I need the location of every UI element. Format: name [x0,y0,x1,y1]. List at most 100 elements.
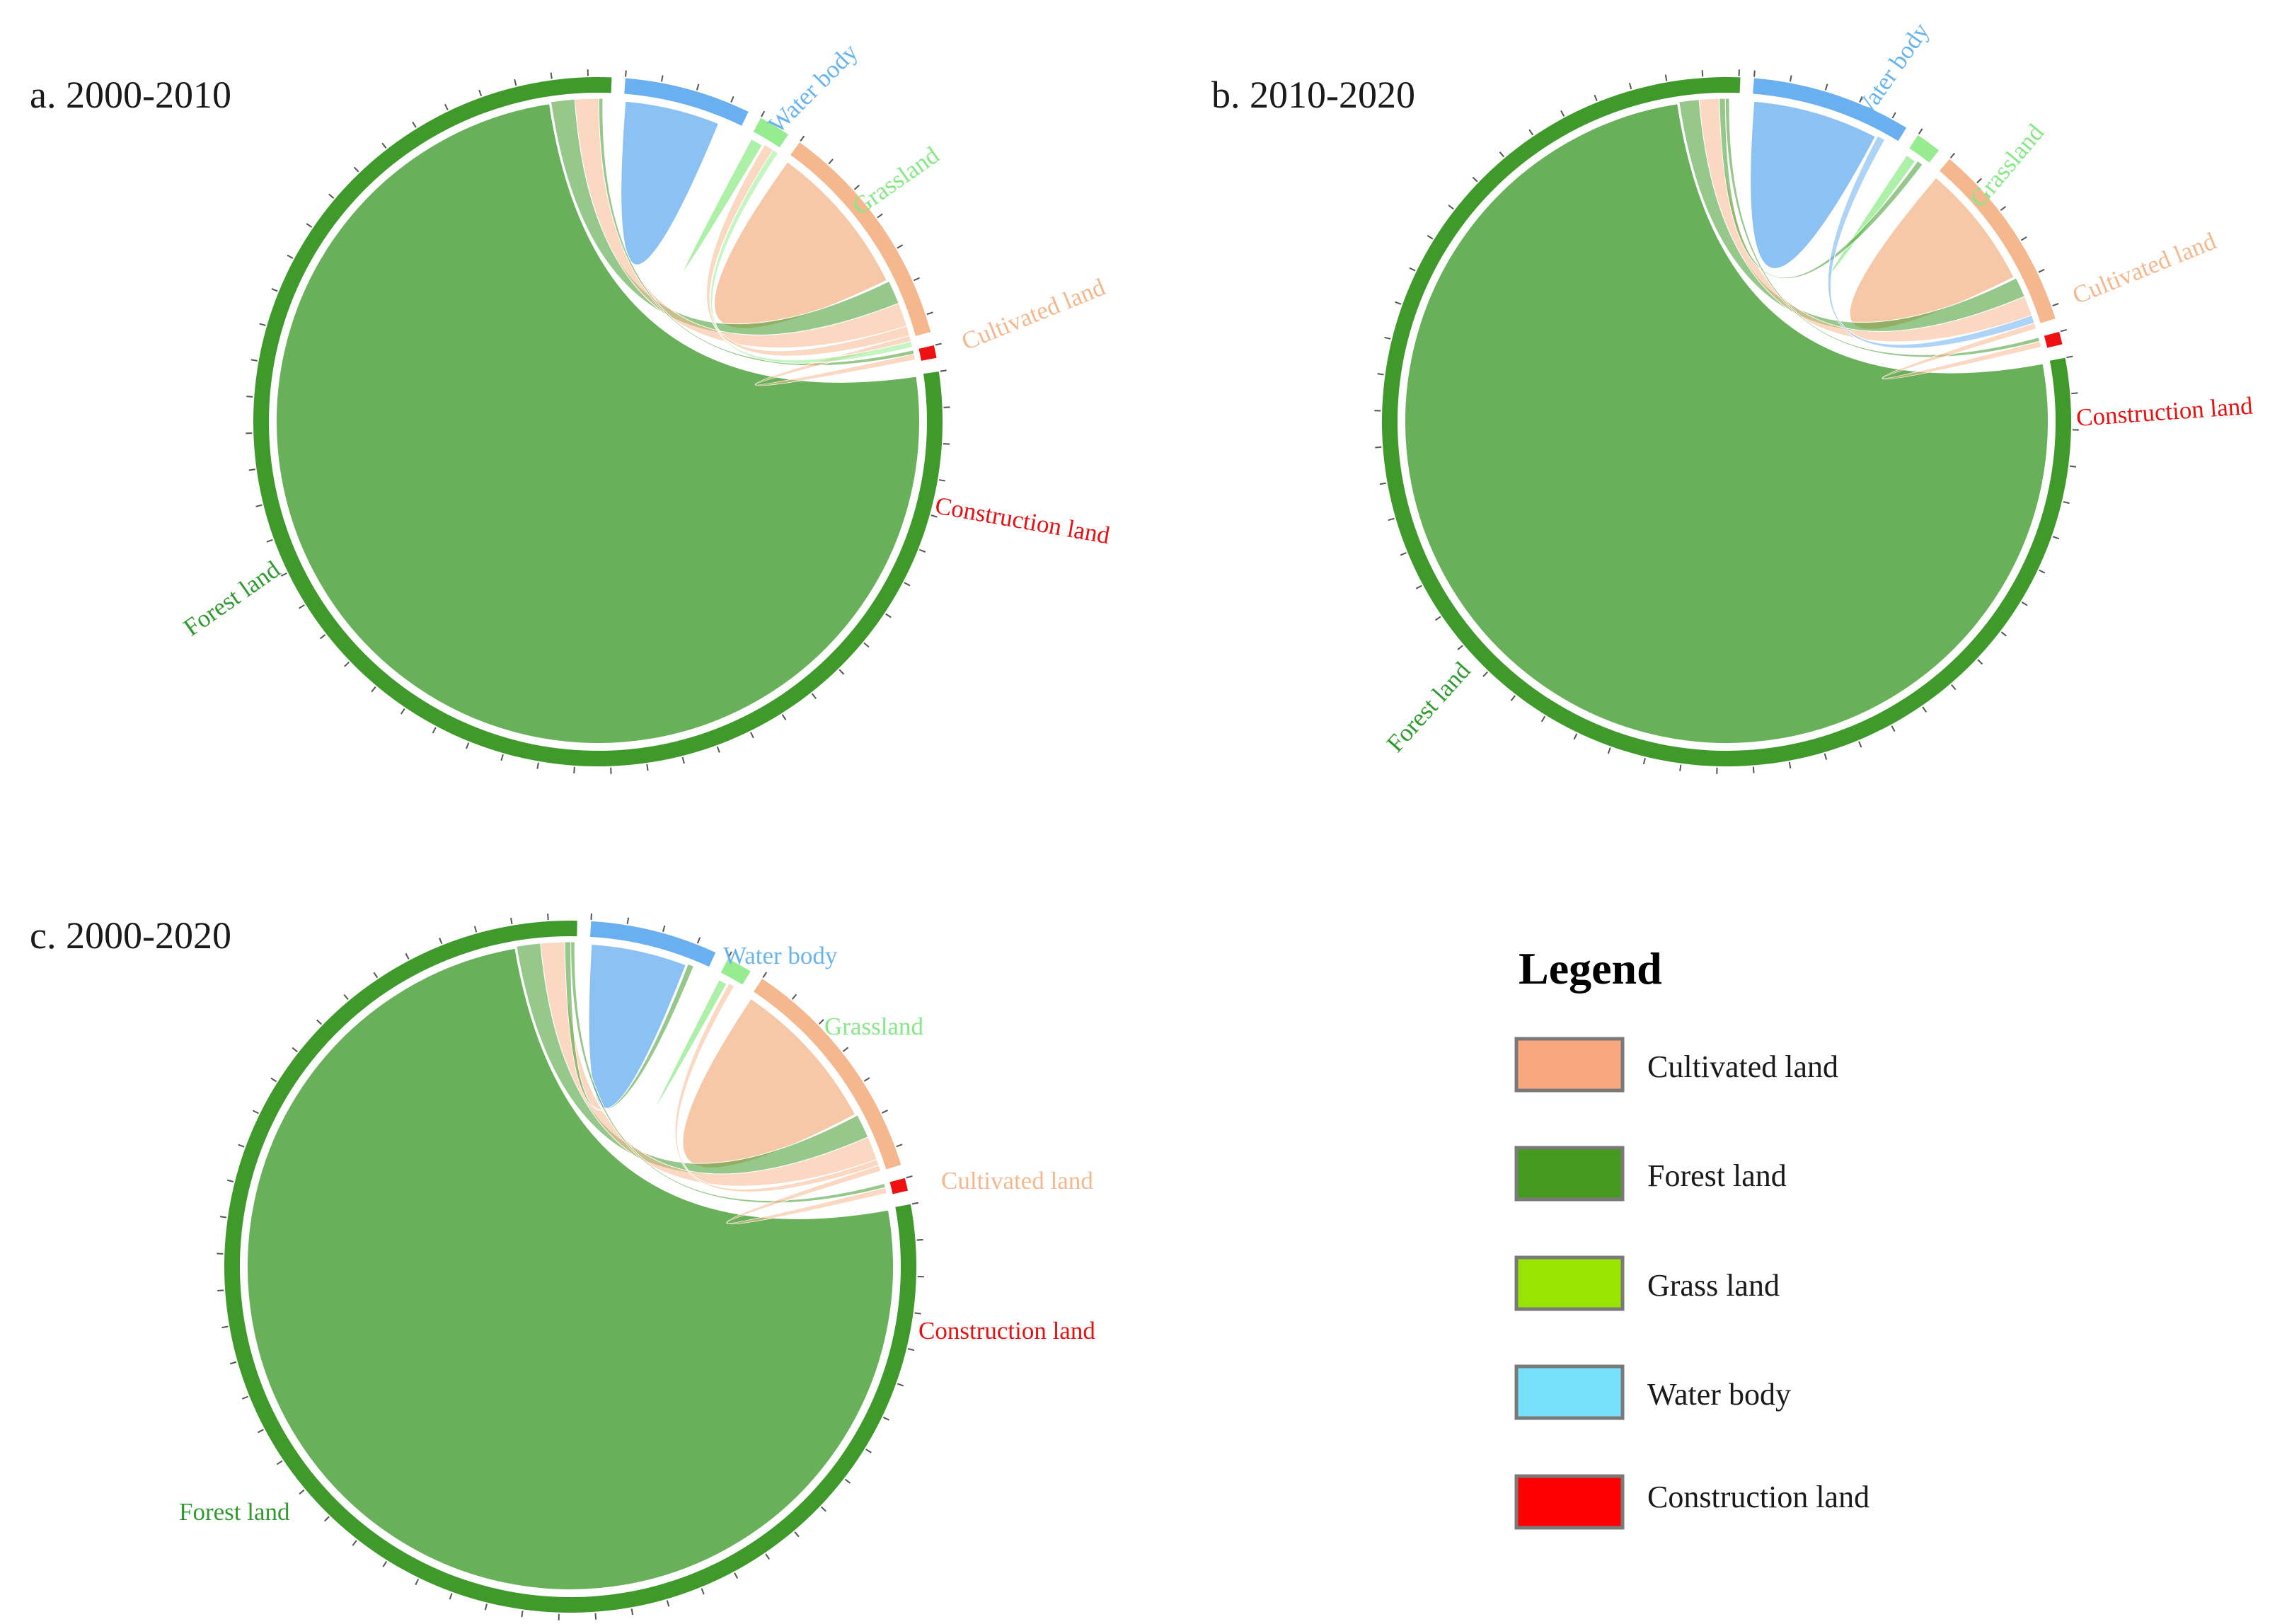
ring-segment-grassland [1909,135,1940,163]
segment-label-cultivated-land: Cultivated land [2068,227,2220,310]
ring-tick [811,693,817,699]
chord-ribbon-cultivated-land-to-construction-land [726,1165,887,1225]
ring-tick [1789,75,1792,82]
ring-tick [734,1572,739,1579]
ring-tick [2066,355,2073,359]
ring-tick [1628,82,1632,90]
ring-tick [292,1047,298,1053]
ring-tick [255,504,263,507]
ring-tick [1918,128,1923,134]
ring-tick [1922,706,1928,713]
segment-label-construction-land: Construction land [918,1317,1095,1344]
legend-swatch-grass [1514,1255,1625,1311]
ring-tick [765,1553,771,1560]
segment-label-water-body: Water body [1847,18,1935,127]
ring-tick [400,708,405,715]
ring-tick [1472,176,1478,183]
ring-tick [1594,94,1598,101]
ring-tick [931,514,938,518]
ring-segment-water-body [1753,78,1907,142]
ring-segment-cultivated-land [1939,159,2056,323]
ring-tick [727,951,732,958]
ring-tick [352,1540,357,1546]
ring-tick [662,925,666,933]
ring-tick [1400,552,1407,556]
ring-tick [353,166,359,173]
panel-b-title: b. 2010-2020 [1211,74,1415,116]
segment-label-water-body: Water body [723,942,838,969]
ring-tick [1457,645,1463,650]
ring-tick [1752,766,1755,773]
ring-tick [1415,584,1422,589]
ring-tick [863,642,870,648]
ring-tick [2052,536,2060,540]
ring-tick [500,754,504,761]
legend-swatch-water [1514,1364,1625,1420]
ring-tick [1409,267,1416,272]
ring-tick [911,1202,918,1205]
ring-tick [306,223,313,228]
ring-tick [343,994,349,1001]
chord-ribbon-forest-land-to-water-body [564,941,695,1111]
chord-ribbon-forest-land-to-construction-land [570,941,886,1204]
ring-tick [2039,569,2046,574]
ring-tick [904,582,911,587]
ring-tick [484,1603,488,1611]
ring-tick [299,604,305,609]
chord-ribbon-grassland-to-cultivated-land [710,149,914,364]
ring-tick [2020,236,2027,241]
ring-tick [1560,110,1565,117]
ring-tick [865,1449,872,1453]
ring-tick [1540,715,1546,722]
ring-tick [1395,301,1402,305]
ring-tick [940,369,947,372]
ring-tick [716,746,720,753]
ring-tick [415,1579,420,1586]
chord-ribbon-forest-land-to-construction-land [1724,98,2041,358]
legend-title: Legend [1519,943,1662,994]
ring-tick [844,1478,851,1484]
ring-tick [863,1077,870,1082]
legend: Legend Cultivated land Forest land Grass… [1514,943,1869,1530]
ring-tick [250,359,258,362]
chord-ribbon-cultivated-land-to-construction-land [1882,322,2042,380]
ring-tick [701,1588,705,1595]
ring-tick [1448,205,1454,210]
ring-tick [2000,206,2006,212]
chord-ribbon-cultivated-land-to-grassland [674,982,880,1192]
ring-tick [877,213,883,219]
ring-tick [550,72,553,79]
ring-tick [853,185,860,190]
ring-tick [270,1077,277,1083]
ring-tick [885,613,892,618]
ring-tick [749,732,754,739]
ring-tick [794,1531,800,1538]
legend-label-water: Water body [1647,1377,1791,1412]
ring-tick [219,1216,227,1219]
legend-swatch-cultivated [1514,1037,1625,1093]
ring-tick [896,1144,903,1148]
ring-tick [259,323,266,326]
ring-tick [1949,152,1956,159]
ring-tick [730,96,734,103]
segment-label-cultivated-land: Cultivated land [957,273,1109,356]
ring-tick [1858,741,1862,748]
ring-tick [919,548,926,553]
ring-tick [1976,178,1983,184]
ring-tick [238,1144,245,1148]
ring-tick [405,952,410,960]
chord-panel-c: c. 2000-2020 Forest land Water body Grassl… [30,913,1095,1620]
ring-tick [1701,70,1704,77]
segment-label-construction-land: Construction land [933,491,1112,549]
legend-label-forest: Forest land [1647,1158,1787,1193]
ring-tick [842,1047,849,1052]
ring-tick [926,311,933,316]
ring-tick [666,1600,670,1607]
ring-tick [594,1613,597,1620]
ring-tick [660,75,664,82]
segment-label-forest-land: Forest land [1381,657,1476,758]
ring-tick [1573,733,1578,740]
ring-tick [344,661,350,667]
ring-tick [882,1417,889,1421]
